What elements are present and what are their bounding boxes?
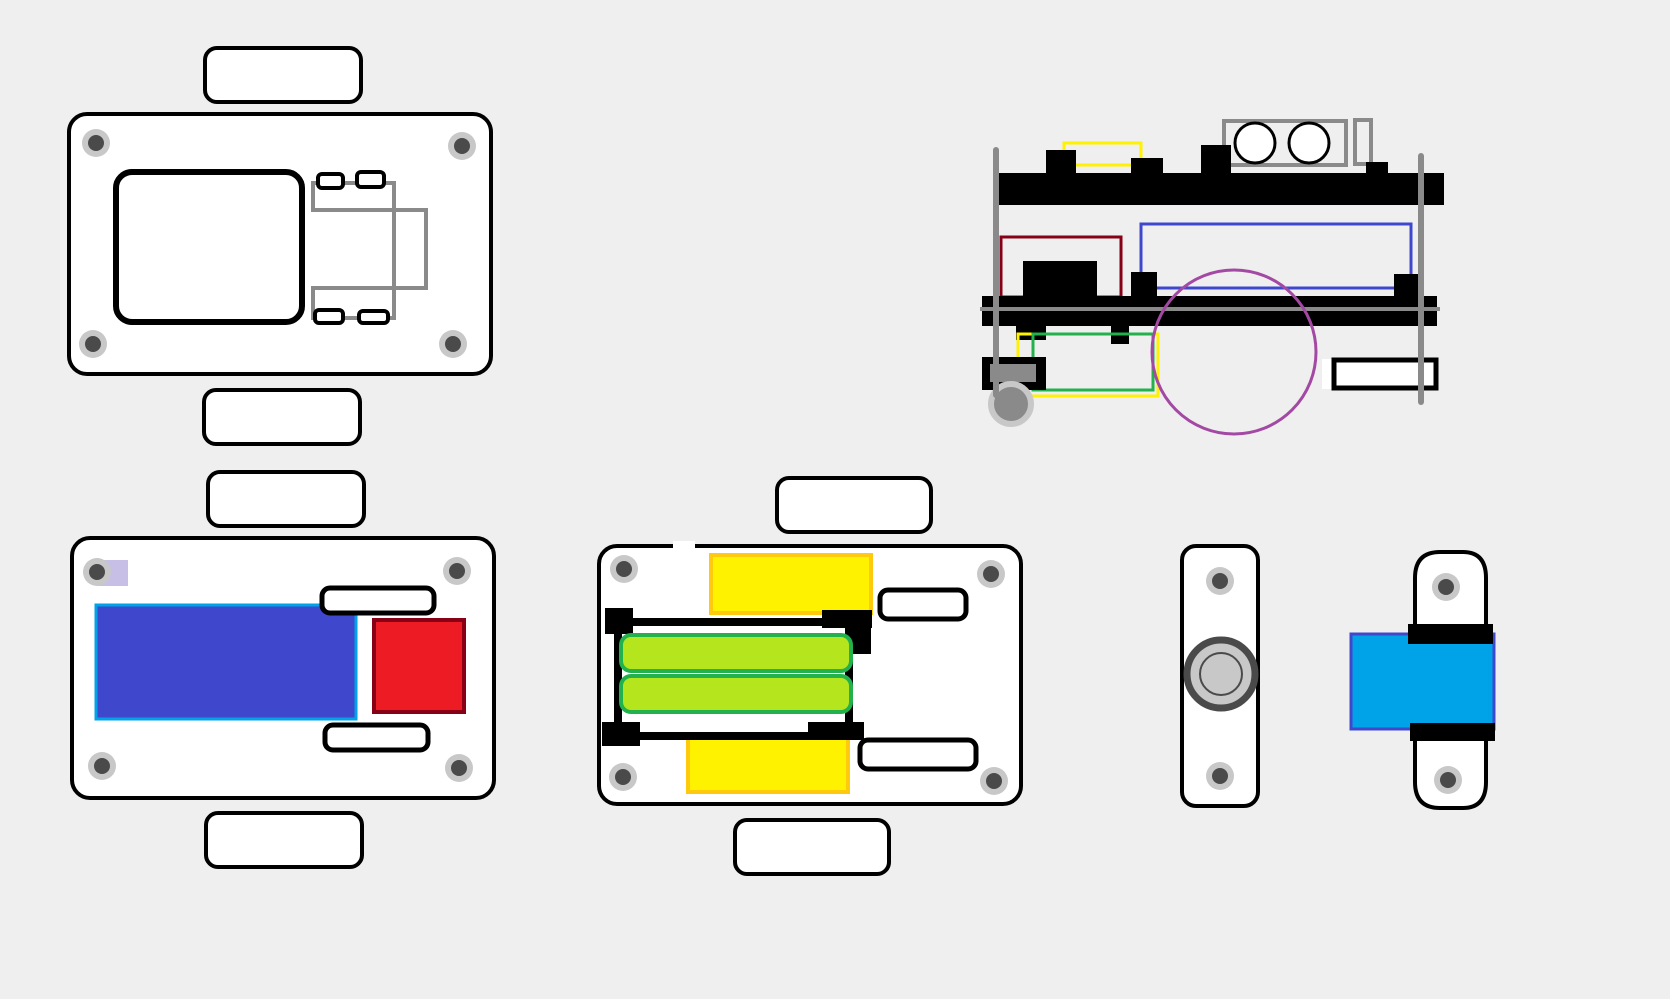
screw-center — [445, 336, 461, 352]
battery-wheel-bottom — [733, 818, 891, 876]
screw-center — [1438, 579, 1454, 595]
top-wheel-top — [203, 46, 363, 104]
screw-center — [983, 566, 999, 582]
screw-hole — [977, 560, 1005, 588]
servo-hub-inner — [1199, 652, 1243, 696]
screw-hole — [83, 558, 111, 586]
chassis-bottom-view — [70, 470, 496, 869]
screw-center — [986, 773, 1002, 789]
rear-bumper — [1331, 357, 1439, 391]
servo-side-view — [1349, 550, 1496, 810]
ultrasonic-eye-left — [1233, 121, 1277, 165]
small-pad — [355, 170, 386, 189]
screw-hole — [88, 752, 116, 780]
screw-center — [89, 564, 105, 580]
mount-slot — [319, 585, 437, 616]
red-module — [372, 618, 466, 714]
servo-horn-front-view — [1180, 544, 1260, 808]
chassis-top-view — [67, 46, 493, 446]
holder-clip — [808, 722, 864, 740]
white-gap — [673, 541, 695, 621]
screw-center — [449, 563, 465, 579]
screw-hole — [1206, 762, 1234, 790]
battery-cell — [619, 633, 853, 673]
black-connector — [1131, 158, 1163, 176]
holder-clip — [602, 722, 640, 746]
caster-inner — [990, 364, 1036, 382]
screw-hole — [609, 763, 637, 791]
holder-clip — [605, 608, 633, 634]
black-connector — [1131, 272, 1157, 298]
black-connector — [1201, 145, 1231, 173]
servo-clamp — [1408, 624, 1493, 644]
black-connector — [1046, 150, 1076, 176]
servo-body — [1349, 632, 1496, 731]
black-connector — [1394, 274, 1418, 298]
side-view-assembly — [980, 118, 1444, 436]
black-block — [1023, 261, 1097, 299]
black-connector — [1016, 324, 1046, 340]
yellow-block-top — [709, 553, 873, 615]
screw-center — [1440, 772, 1456, 788]
screw-hole — [980, 767, 1008, 795]
screw-center — [94, 758, 110, 774]
blue-module-outline — [1139, 222, 1413, 290]
screw-hole — [79, 330, 107, 358]
small-pad — [313, 308, 345, 325]
small-pad — [316, 172, 345, 190]
yellow-block-bottom — [686, 732, 850, 794]
screw-center — [85, 336, 101, 352]
blue-module — [94, 603, 358, 721]
wheel-outline — [1150, 268, 1318, 436]
screw-center — [1212, 573, 1228, 589]
bottom-wheel-top — [206, 470, 366, 528]
mount-slot — [857, 737, 979, 772]
ultrasonic-sensor-frame — [1222, 119, 1348, 167]
motor-driver-outline — [311, 181, 428, 320]
servo-clamp — [1410, 723, 1495, 741]
screw-hole — [1432, 573, 1460, 601]
battery-cell — [619, 674, 853, 714]
screw-hole — [610, 555, 638, 583]
black-connector — [1366, 162, 1388, 176]
battery-holder-frame — [614, 618, 853, 740]
small-pad — [357, 309, 390, 325]
screw-hole — [445, 754, 473, 782]
top-wheel-bottom — [202, 388, 362, 446]
battery-wheel-top — [775, 476, 933, 534]
sensor-bracket — [1353, 118, 1373, 166]
caster-wheel — [988, 381, 1034, 427]
ultrasonic-eye-right — [1287, 121, 1331, 165]
screw-center — [451, 760, 467, 776]
mount-slot — [322, 722, 431, 753]
screw-hole — [439, 330, 467, 358]
screw-hole — [443, 557, 471, 585]
screw-hole — [448, 132, 476, 160]
screw-center — [616, 561, 632, 577]
screw-center — [1212, 768, 1228, 784]
mount-slot — [877, 587, 969, 622]
screw-hole — [1434, 766, 1462, 794]
screw-center — [88, 135, 104, 151]
screw-hole — [82, 129, 110, 157]
screw-center — [615, 769, 631, 785]
screw-hole — [1206, 567, 1234, 595]
bottom-wheel-bottom — [204, 811, 364, 869]
screw-center — [454, 138, 470, 154]
battery-layer-view — [597, 476, 1023, 876]
upper-deck — [999, 173, 1444, 205]
display-module-outline — [113, 169, 305, 325]
